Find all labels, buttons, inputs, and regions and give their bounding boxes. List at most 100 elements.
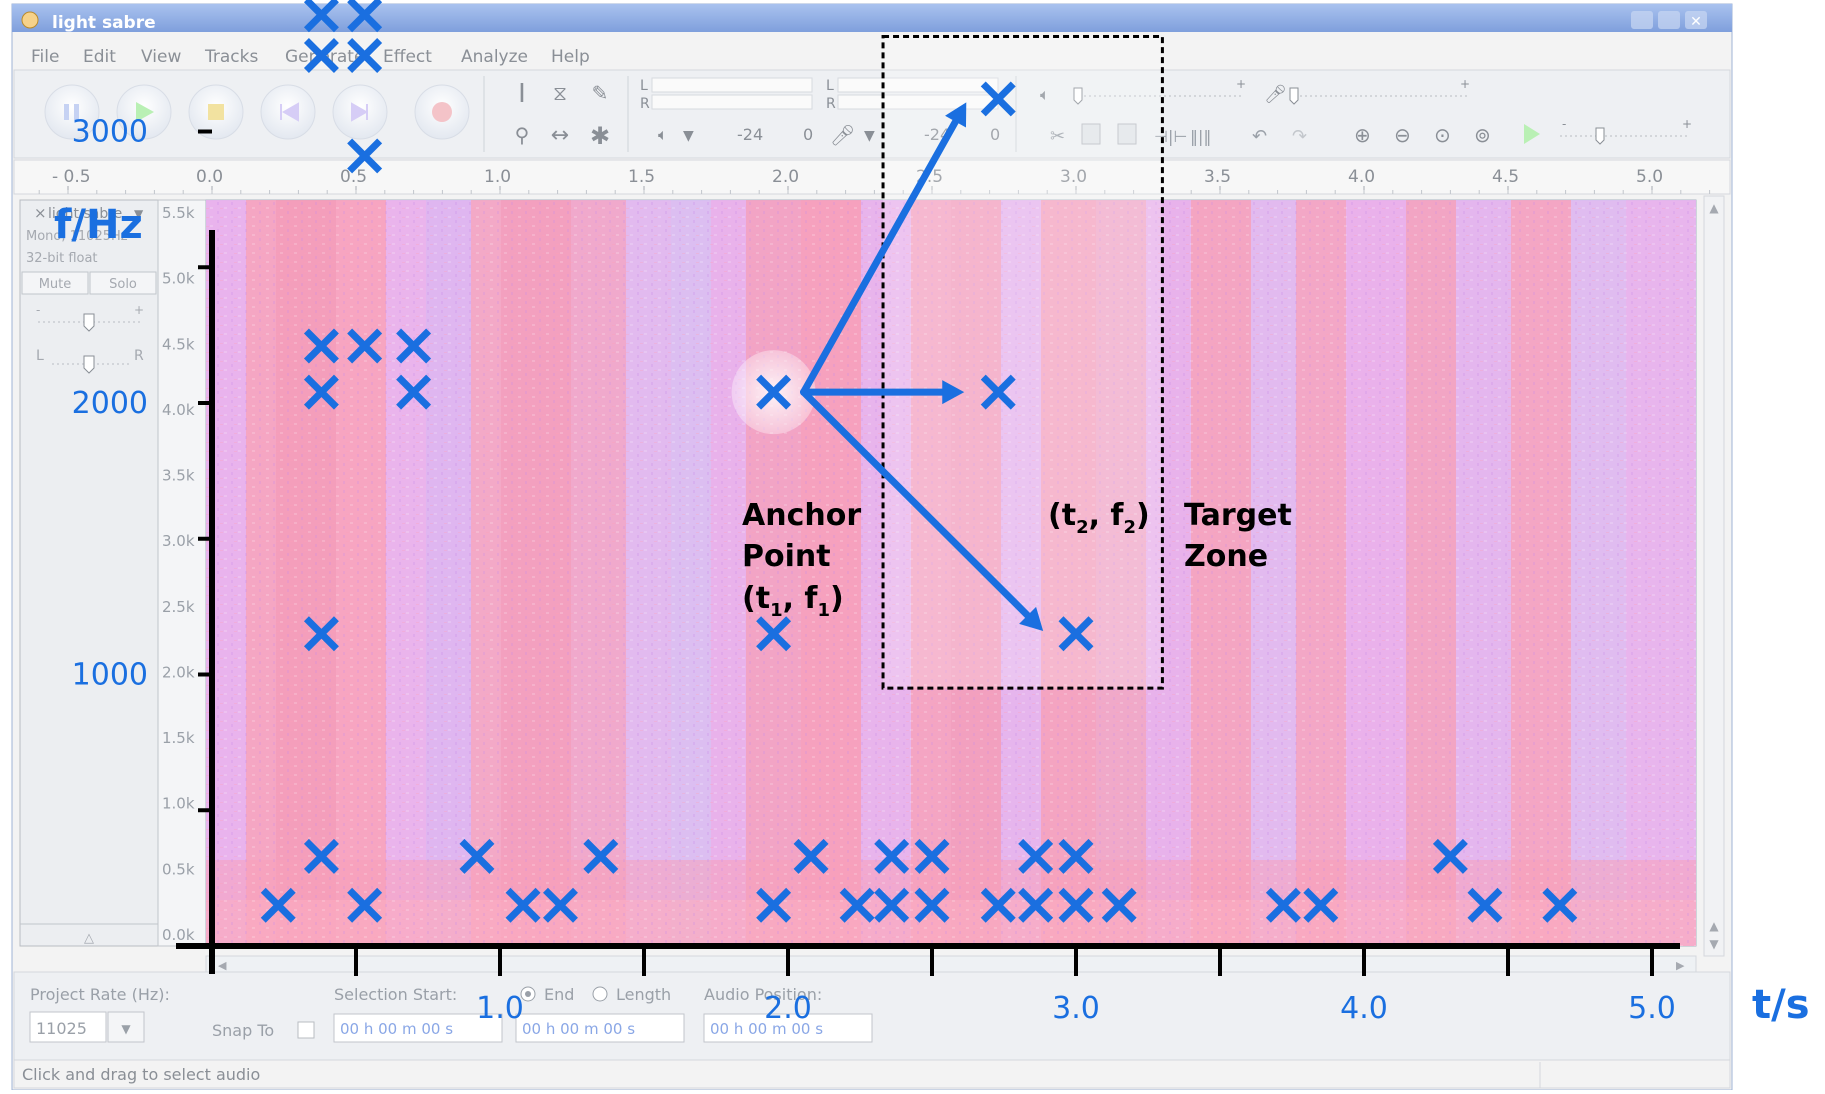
zoom-in-icon[interactable]: ⊕ [1354, 123, 1371, 147]
end-label: End [544, 985, 574, 1004]
multi-tool-icon[interactable]: ✱ [590, 122, 610, 150]
cut-icon[interactable]: ✂ [1050, 126, 1065, 147]
mute-button[interactable] [21, 271, 89, 295]
x-tick-label: 2.0 [764, 991, 812, 1026]
envelope-tool-icon[interactable]: ⧖ [553, 81, 567, 105]
collapse-track-button[interactable]: △ [84, 931, 94, 946]
ruler-tick-label: 2.0 [772, 167, 799, 187]
target-coord-label: (t2, f2) [1048, 498, 1150, 538]
chevron-down-icon[interactable]: ▼ [864, 128, 875, 144]
scroll-up-icon[interactable]: ▲ [1709, 201, 1719, 215]
ruler-tick-label: 0.5 [340, 167, 367, 187]
zoom-out-icon[interactable]: ⊖ [1394, 123, 1411, 147]
timeshift-tool-icon[interactable]: ↔ [551, 123, 569, 148]
scroll-left-icon[interactable]: ◀ [218, 959, 227, 972]
microphone-icon: 🎤︎ [1264, 84, 1287, 105]
peak-point [303, 838, 339, 874]
pair-arrow [800, 118, 960, 396]
ruler-tick-label: 4.5 [1492, 167, 1519, 187]
scroll-down-icon[interactable]: ▼ [1709, 937, 1719, 951]
project-rate-input[interactable] [29, 1011, 107, 1043]
menu-file[interactable]: File [31, 47, 59, 67]
draw-tool-icon[interactable]: ✎ [592, 81, 609, 105]
menu-tracks[interactable]: Tracks [204, 47, 258, 67]
spectrogram[interactable] [205, 199, 1697, 947]
target-zone-label-line2: Zone [1184, 539, 1268, 574]
skip-start-button[interactable] [260, 84, 316, 140]
length-radio[interactable] [592, 986, 608, 1002]
vertical-scrollbar[interactable]: ▲ ▲ ▼ [1703, 195, 1725, 957]
fingerprint-chart: 100020003000400050001.02.03.04.05.0f/Hzt… [54, 0, 1810, 1028]
svg-text:-: - [1562, 117, 1566, 131]
timeline-ruler[interactable]: - 0.5 0.0 0.5 1.0 1.5 2.0 2.5 3.0 3.5 4.0 4.5 5.0 [13, 159, 1731, 195]
peak-point [303, 38, 339, 73]
svg-text:-: - [36, 303, 40, 317]
silence-icon[interactable]: ‖|‖ [1190, 127, 1211, 146]
menu-help[interactable]: Help [551, 47, 590, 67]
peak-point [756, 616, 792, 652]
fit-selection-icon[interactable]: ⊙ [1434, 123, 1451, 147]
selection-start-field[interactable] [333, 1013, 503, 1043]
meter-zero-left: 0 [803, 125, 813, 144]
pan-slider[interactable]: L R [36, 348, 144, 374]
peak-point [1058, 887, 1094, 923]
undo-icon[interactable]: ↶ [1252, 126, 1267, 147]
scroll-up-icon[interactable]: ▲ [1709, 919, 1719, 933]
fit-project-icon[interactable]: ⊚ [1474, 123, 1491, 147]
selection-end-field[interactable] [515, 1013, 685, 1043]
skip-end-button[interactable] [332, 84, 388, 140]
peak-point [1101, 887, 1137, 923]
stop-button[interactable] [188, 84, 244, 140]
redo-icon[interactable]: ↷ [1292, 126, 1307, 147]
speaker-icon: 🔈︎ [1040, 85, 1050, 104]
peak-point [583, 838, 619, 874]
chevron-down-icon[interactable]: ▼ [134, 207, 144, 221]
peak-point [914, 838, 950, 874]
track-name-menu[interactable]: light sabre [48, 206, 122, 222]
snap-to-checkbox[interactable] [297, 1021, 315, 1039]
anchor-label-line2: Point [742, 539, 831, 574]
selection-tool-icon[interactable]: I [518, 79, 526, 109]
paste-icon[interactable] [1117, 123, 1137, 145]
recording-volume-slider[interactable]: 🎤︎ + [1264, 77, 1470, 105]
y-tick-label: 3000 [72, 115, 148, 150]
project-rate-dropdown[interactable] [107, 1011, 145, 1043]
playback-volume-slider[interactable]: 🔈︎ + [1040, 77, 1246, 105]
record-button[interactable] [414, 84, 470, 140]
peak-point [347, 0, 383, 33]
ruler-tick-label: 1.0 [484, 167, 511, 187]
track-bitdepth-info: 32-bit float [26, 251, 98, 266]
close-window-button[interactable] [1685, 11, 1707, 29]
play-speed-slider[interactable]: - + [1560, 117, 1692, 145]
copy-icon[interactable] [1081, 123, 1101, 145]
menu-view[interactable]: View [141, 47, 181, 67]
peak-point [756, 887, 792, 923]
play-button[interactable] [116, 84, 172, 140]
playback-meter[interactable]: L R L R [640, 77, 999, 112]
maximize-button[interactable] [1658, 11, 1680, 29]
peak-point [347, 38, 383, 73]
peak-point [1018, 838, 1054, 874]
play-at-speed-button[interactable] [1524, 124, 1540, 144]
close-icon: ✕ [1690, 14, 1702, 30]
audio-position-field[interactable] [703, 1013, 873, 1043]
ruler-tick-label: 0.0 [196, 167, 223, 187]
menu-edit[interactable]: Edit [83, 47, 116, 67]
zoom-tool-icon[interactable]: ⚲ [515, 123, 530, 147]
project-rate-label: Project Rate (Hz): [30, 985, 170, 1004]
gain-slider[interactable]: - + [36, 303, 144, 332]
solo-button[interactable] [89, 271, 157, 295]
chevron-down-icon[interactable]: ▼ [683, 128, 694, 144]
menu-effect[interactable]: Effect [383, 47, 432, 67]
freq-scale-label: 5.5k [162, 204, 195, 222]
pause-button[interactable] [44, 84, 100, 140]
pair-arrowhead [1019, 606, 1044, 631]
peak-point [839, 887, 875, 923]
menu-analyze[interactable]: Analyze [461, 47, 528, 67]
track-control-panel: × light sabre ▼ Mono, 11025Hz 32-bit flo… [19, 199, 159, 947]
peak-point [1467, 887, 1503, 923]
track-close-button[interactable]: × [34, 204, 47, 222]
minimize-button[interactable] [1631, 11, 1653, 29]
scroll-right-icon[interactable]: ▶ [1676, 959, 1685, 972]
